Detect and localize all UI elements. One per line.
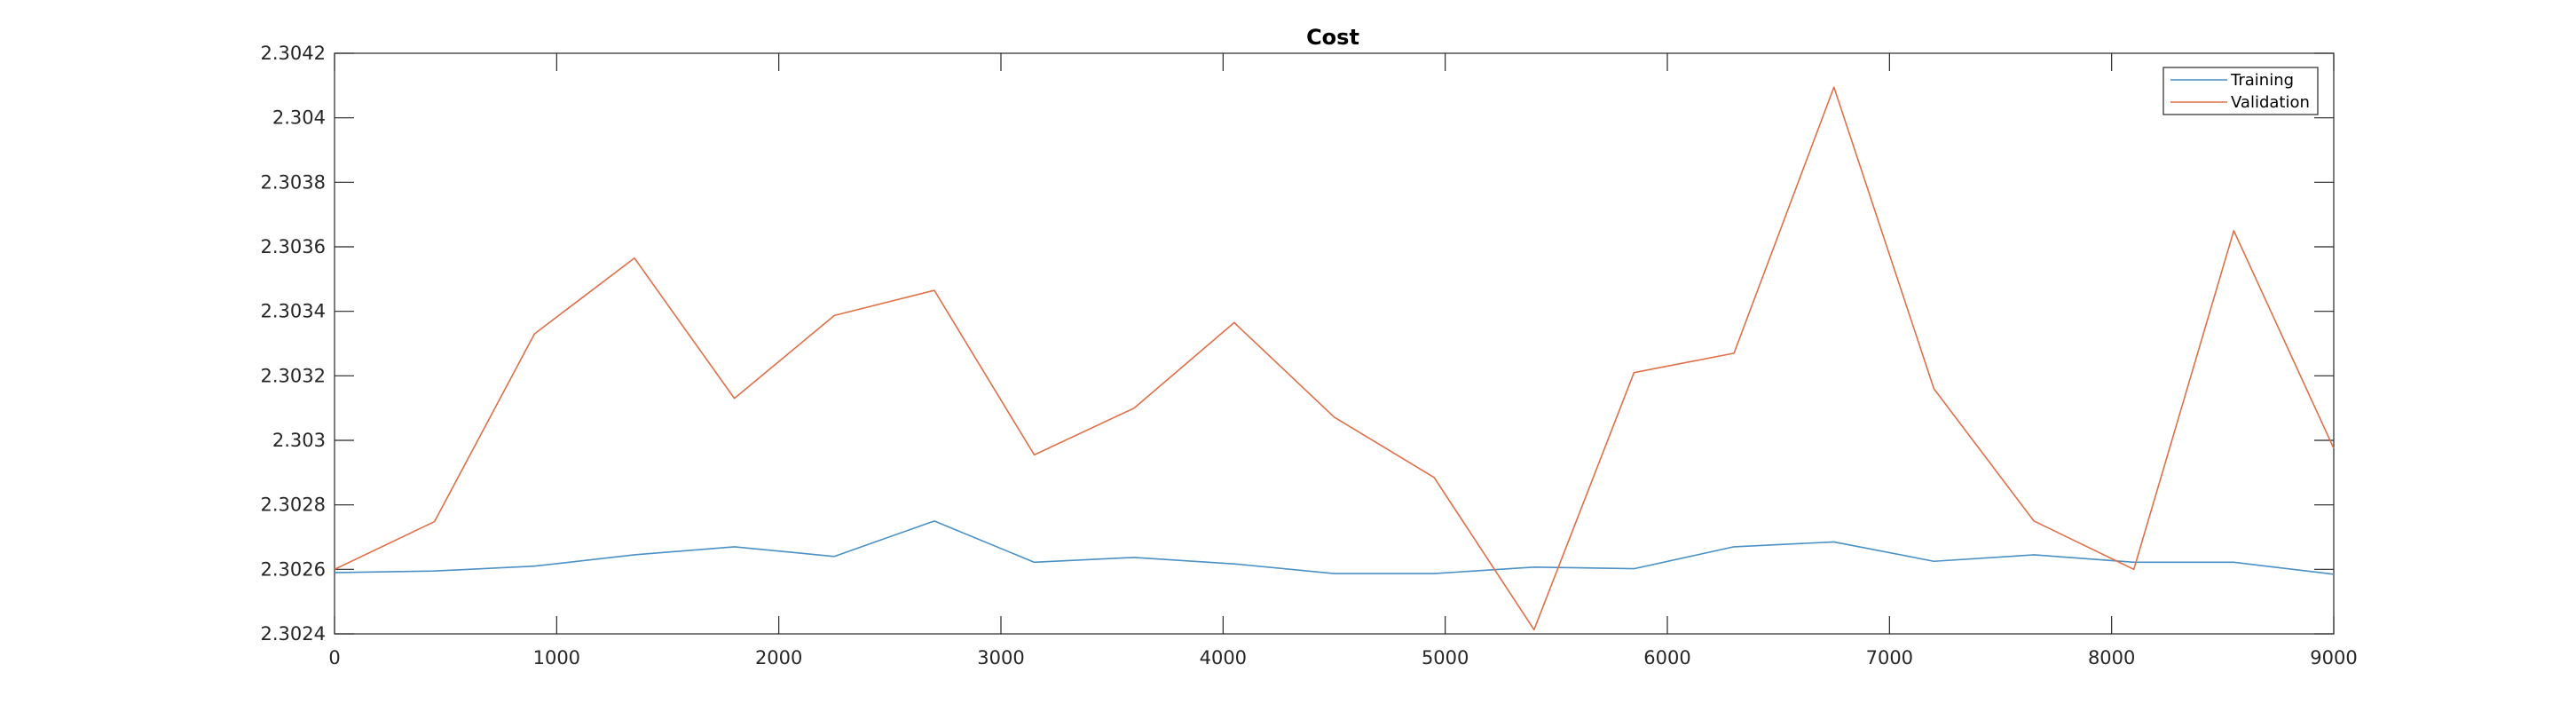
x-tick-label: 4000 [1200,647,1247,668]
axis-ticks: 0 1000 2000 3000 4000 5000 6000 7000 8000 9000 2.3… [261,43,2358,668]
legend-label-validation: Validation [2231,93,2310,112]
x-tick-label: 3000 [977,647,1024,668]
chart-title: Cost [1306,25,1359,50]
legend: Training Validation [2162,67,2319,115]
y-tick-label: 2.3032 [261,365,326,386]
y-tick-label: 2.3026 [261,558,326,580]
y-tick-label: 2.303 [272,430,326,451]
x-tick-label: 2000 [755,647,802,668]
x-tick-label: 6000 [1643,647,1690,668]
y-tick-label: 2.3038 [261,171,326,193]
y-tick-label: 2.304 [272,107,326,129]
legend-box [2162,67,2319,115]
x-tick-label: 7000 [1866,647,1913,668]
y-tick-label: 2.3036 [261,236,326,257]
x-tick-label: 0 [328,647,340,668]
y-tick-label: 2.3042 [261,43,326,64]
y-tick-label: 2.3034 [261,301,326,322]
y-tick-label: 2.3028 [261,494,326,516]
plot-area [334,52,2335,635]
legend-label-training: Training [2230,71,2294,90]
series-line-training [334,520,2335,575]
x-tick-label: 1000 [533,647,580,668]
x-tick-label: 5000 [1422,647,1469,668]
series-lines [334,86,2335,631]
y-tick-label: 2.3024 [261,623,326,645]
x-tick-label: 8000 [2088,647,2135,668]
x-tick-label: 9000 [2310,647,2357,668]
series-line-validation [334,86,2335,631]
